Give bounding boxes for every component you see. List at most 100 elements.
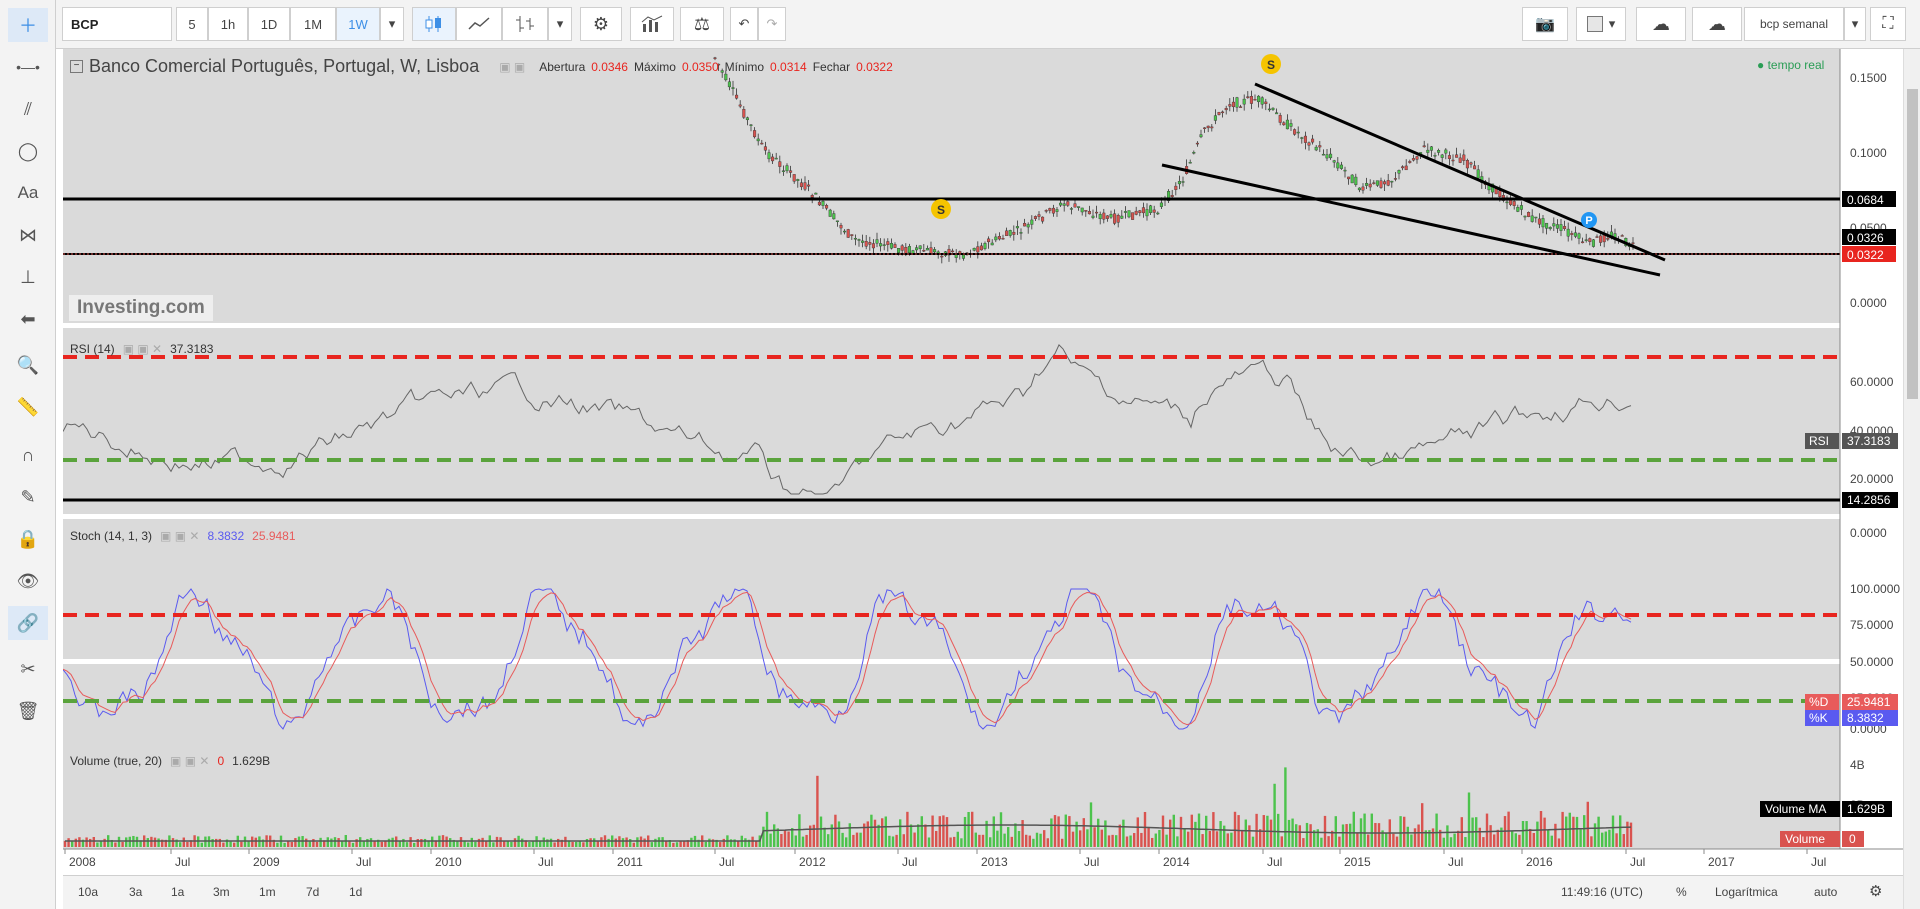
range-7d[interactable]: 7d [306,885,320,899]
wedge-lower-line[interactable] [1161,163,1661,277]
chevron-down-icon: ▾ [556,16,564,31]
volume-bar [1190,814,1193,847]
load-layout-button[interactable]: ☁ [1636,7,1686,41]
stay-drawing-tool[interactable]: ✎ [8,480,48,514]
auto-toggle[interactable]: auto [1814,885,1838,899]
delete-drawings-tool[interactable]: 🗑 [8,694,48,728]
legend-settings-icon[interactable]: ▣ ▣ ✕ [122,342,163,356]
gear-icon[interactable]: ⚙ [1869,883,1883,900]
measure-tool[interactable]: ⊥ [8,260,48,294]
volume-bar [423,838,427,847]
layout-dropdown[interactable]: ▾ [1844,7,1866,41]
legend-settings-icon[interactable]: ▣ ▣ ✕ [160,529,200,543]
candle-body [1041,216,1045,222]
line-style-button[interactable] [456,7,502,41]
candle-body [1422,145,1426,148]
hide-drawings-tool[interactable]: 👁 [8,564,48,598]
undo-button[interactable]: ↶ [730,7,758,41]
stoch-d-label: 25.9481 [1847,695,1891,709]
range-10y[interactable]: 10a [78,885,99,899]
pattern-tool[interactable]: ⋈ [8,218,48,252]
time-tick: Jul [1811,855,1826,869]
volume-bar [272,839,275,847]
range-1m[interactable]: 1m [259,885,276,899]
range-1y[interactable]: 1a [171,885,185,899]
compare-button[interactable]: ⚖ [680,7,724,41]
trendline-tool[interactable]: •—• [8,50,48,84]
volume-bar [888,835,891,847]
object-tree-tool[interactable]: ✂ [8,652,48,686]
time-tick: Jul [175,855,190,869]
magnet-tool[interactable]: ∩ [8,438,48,472]
time-axis[interactable]: 2008 Jul 2009 Jul 2010 Jul 2011 Jul 2012 Jul 2013 J… [64,849,1826,869]
interval-1h-button[interactable]: 1h [208,7,248,41]
interval-dropdown[interactable]: ▾ [380,7,404,41]
chart-svg[interactable]: S S P 0.1500 0.1000 0.0500 0.0000 0.0684… [63,49,1903,875]
range-3y[interactable]: 3a [129,885,143,899]
save-layout-button[interactable]: ☁ [1692,7,1742,41]
crosshair-tool[interactable]: ＋ [8,8,48,42]
ellipse-tool[interactable]: ◯ [8,134,48,168]
stoch-tick: 50.0000 [1850,655,1894,669]
volume-bar [445,836,448,847]
redo-button[interactable]: ↷ [758,7,786,41]
volume-bar [1309,824,1312,847]
layout-name-button[interactable]: bcp semanal [1744,7,1844,41]
text-tool[interactable]: Aa [8,176,48,210]
legend-settings-icon[interactable]: ▣ ▣ ✕ [170,754,210,768]
volume-label: Volume (true, 20) [70,754,163,768]
marker-s[interactable]: S [1261,54,1281,74]
wedge-upper-line[interactable] [1254,82,1666,262]
symbol-input[interactable] [62,7,172,41]
range-3m[interactable]: 3m [213,885,230,899]
volume-bar [989,837,992,847]
chart-area[interactable]: S S P 0.1500 0.1000 0.0500 0.0000 0.0684… [63,49,1903,875]
pitchfork-tool[interactable]: ⫽ [8,92,48,126]
range-1d[interactable]: 1d [349,885,363,899]
marker-p[interactable]: P [1581,212,1597,228]
candle-body [1264,101,1268,104]
ruler-tool[interactable]: 📏 [8,390,48,424]
price-tick: 0.1500 [1850,71,1887,85]
sync-drawings-tool[interactable]: 🔗 [8,606,48,640]
time-tick: 2015 [1344,855,1371,869]
candles-style-button[interactable] [412,7,456,41]
volume-bar [812,824,815,847]
interval-1d-button[interactable]: 1D [248,7,290,41]
zoom-tool[interactable]: 🔍 [8,348,48,382]
volume-bar [949,837,952,847]
lock-tool[interactable]: 🔒 [8,522,48,556]
settings-button[interactable]: ⚙ [580,7,622,41]
last-price-label-bg [1842,246,1896,262]
marker-s[interactable]: S [931,199,951,219]
candle-body [1105,215,1109,219]
volume-bar [1543,817,1546,847]
log-toggle[interactable]: Logarítmica [1715,885,1778,899]
bars-style-button[interactable] [502,7,548,41]
interval-5-button[interactable]: 5 [176,7,208,41]
candle-body [1527,212,1531,217]
interval-1m-button[interactable]: 1M [290,7,336,41]
volume-bar [1089,802,1093,847]
stoch-k-label: 8.3832 [1847,711,1884,725]
volume-bar [1244,819,1247,847]
interval-1w-button[interactable]: 1W [336,7,380,41]
indicators-button[interactable] [630,7,674,41]
snapshot-button[interactable]: 📷 [1522,7,1568,41]
legend-settings-icon[interactable]: ▣ ▣ [499,59,526,74]
collapse-icon[interactable]: − [70,60,83,73]
volume-bar [330,838,333,847]
percent-toggle[interactable]: % [1676,885,1687,899]
main-price-axis [1840,49,1903,323]
volume-bar [1248,825,1251,847]
candle-body [918,245,922,249]
background-button[interactable]: ▾ [1576,7,1626,41]
fullscreen-button[interactable]: ⛶ [1870,7,1906,41]
page-scrollbar[interactable] [1903,49,1920,909]
scrollbar-thumb[interactable] [1907,89,1918,399]
volume-bar [927,837,931,847]
candle-body [1429,146,1433,151]
style-dropdown[interactable]: ▾ [548,7,572,41]
back-tool[interactable]: ⬅ [8,302,48,336]
volume-bar [683,840,686,847]
